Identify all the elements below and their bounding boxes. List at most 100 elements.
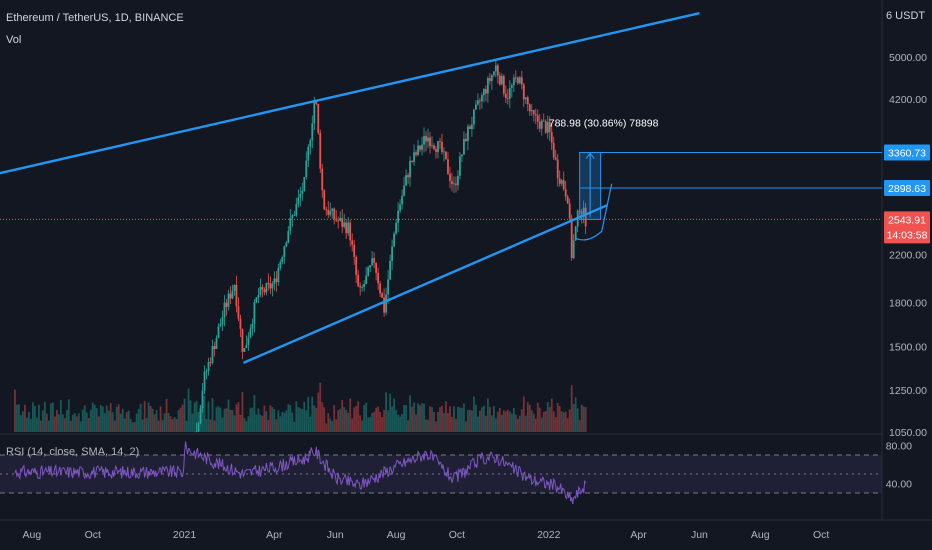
candle-body [349,222,352,241]
volume-bar [183,398,186,432]
volume-bar [273,409,276,432]
candle-body [341,217,344,227]
volume-bar [576,408,579,432]
volume-bar [323,407,326,432]
symbol-title[interactable]: Ethereum / TetherUS, 1D, BINANCE [6,12,184,24]
candle-body [554,157,557,160]
candle-body [305,160,308,177]
volume-bar [143,401,146,432]
candle-body [391,246,393,262]
time-axis[interactable]: Aug Oct 2021 Apr Jun Aug Oct 2022 Apr Jun Aug Oct [23,529,830,541]
volume-bar [391,406,393,432]
candle-body [480,94,483,102]
volume-bar [327,413,330,432]
volume-bar [441,405,443,432]
candle-body [421,144,423,150]
time-tick-label: Aug [751,529,770,541]
candle-body [417,145,419,155]
candle-body [379,283,382,294]
price-axis[interactable]: 5000.00 4200.00 2200.00 1800.00 1500.00 1250.… [886,52,927,491]
candle-body [399,204,401,211]
price-marker-label: 2543.91 [888,214,926,226]
volume-label[interactable]: Vol [6,34,22,46]
volume-bar [41,410,44,432]
candle-body [494,65,497,72]
candles [195,58,587,433]
volume-bar [85,412,88,432]
candle-body [478,100,481,102]
volume-bar [500,414,503,432]
volume-bar [480,407,483,432]
candle-body [271,283,274,289]
volume-bar [203,395,206,432]
candle-body [333,208,336,219]
candle-body [211,346,214,363]
volume-bar [355,406,358,432]
candle-body [371,258,374,266]
volume-bar [484,415,487,432]
candle-body [219,323,222,327]
price-tick-label: 1250.00 [889,385,927,397]
volume-bar [522,396,525,432]
volume-bar [223,408,226,432]
volume-bar [433,412,435,432]
volume-bar [161,420,164,432]
volume-bar [510,413,513,432]
candle-body [443,151,445,153]
volume-bar [245,421,248,432]
volume-bar [93,404,96,432]
volume-bar [377,406,380,432]
volume-bars [14,382,587,432]
rsi-label[interactable]: RSI (14, close, SMA, 14, 2) [6,446,140,458]
volume-bar [337,410,340,432]
volume-bar [115,406,118,432]
candle-body [239,318,242,329]
candle-body [263,289,266,293]
candle-body [243,348,246,352]
currency-label[interactable]: 6 USDT [886,10,926,22]
volume-bar [24,404,26,432]
price-tick-label: 4200.00 [889,94,927,106]
volume-bar [18,404,20,432]
candle-body [459,156,461,176]
candle-body [247,337,250,345]
candle-body [469,126,471,130]
candle-body [327,209,330,215]
volume-bar [520,409,523,432]
volume-bar [351,418,354,432]
volume-bar [556,402,559,432]
volume-bar [564,411,567,432]
candle-body [343,222,346,227]
volume-bar [225,408,228,432]
candle-body [361,286,364,288]
drawing-tools[interactable]: 788.98 (30.86%) 78898 [0,12,882,364]
candle-body [235,284,238,307]
volume-bar [159,406,162,432]
volume-bar [43,401,46,432]
candle-body [522,84,525,100]
volume-bar [512,408,515,432]
candle-body [548,121,551,132]
candle-body [369,265,372,268]
candle-body [381,293,384,298]
volume-bar [361,420,364,432]
candle-body [482,89,485,95]
volume-bar [55,409,58,432]
candle-body [385,294,388,313]
volume-bar [584,407,587,432]
volume-bar [267,420,270,432]
volume-bar [570,385,573,432]
volume-bar [47,420,50,432]
volume-bar [283,412,286,432]
volume-bar [125,412,128,432]
candle-body [453,183,455,185]
candle-body [419,145,421,150]
candle-body [261,287,264,290]
candle-body [359,286,362,288]
volume-bar [253,395,256,432]
volume-bar [265,411,268,432]
candle-body [339,217,342,221]
time-tick-label: Oct [813,529,829,541]
volume-bar [191,413,194,432]
